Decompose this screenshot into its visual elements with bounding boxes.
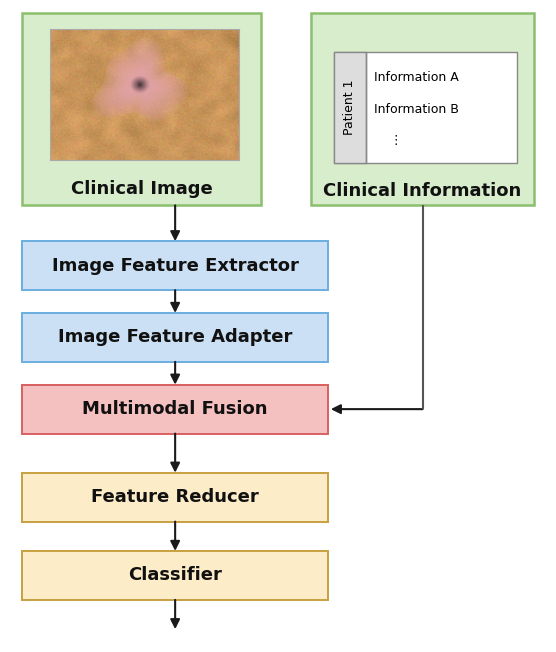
Text: Classifier: Classifier [128,567,222,584]
Bar [334,52,517,163]
Bar [22,473,328,522]
Text: Information A: Information A [374,71,459,84]
Bar [22,313,328,362]
Text: Clinical Image: Clinical Image [71,180,212,198]
Text: Multimodal Fusion: Multimodal Fusion [82,400,268,418]
Bar [22,551,328,600]
Bar [22,13,261,205]
Text: Clinical Information: Clinical Information [324,182,522,200]
Text: Information B: Information B [374,102,459,115]
Text: ⋮: ⋮ [374,134,403,147]
Bar [334,52,366,163]
Text: Image Feature Extractor: Image Feature Extractor [52,257,299,274]
Text: Patient 1: Patient 1 [343,80,356,136]
Text: Feature Reducer: Feature Reducer [91,488,259,506]
Bar [22,385,328,434]
Bar [311,13,534,205]
Text: Image Feature Adapter: Image Feature Adapter [58,329,292,346]
Bar [22,241,328,290]
